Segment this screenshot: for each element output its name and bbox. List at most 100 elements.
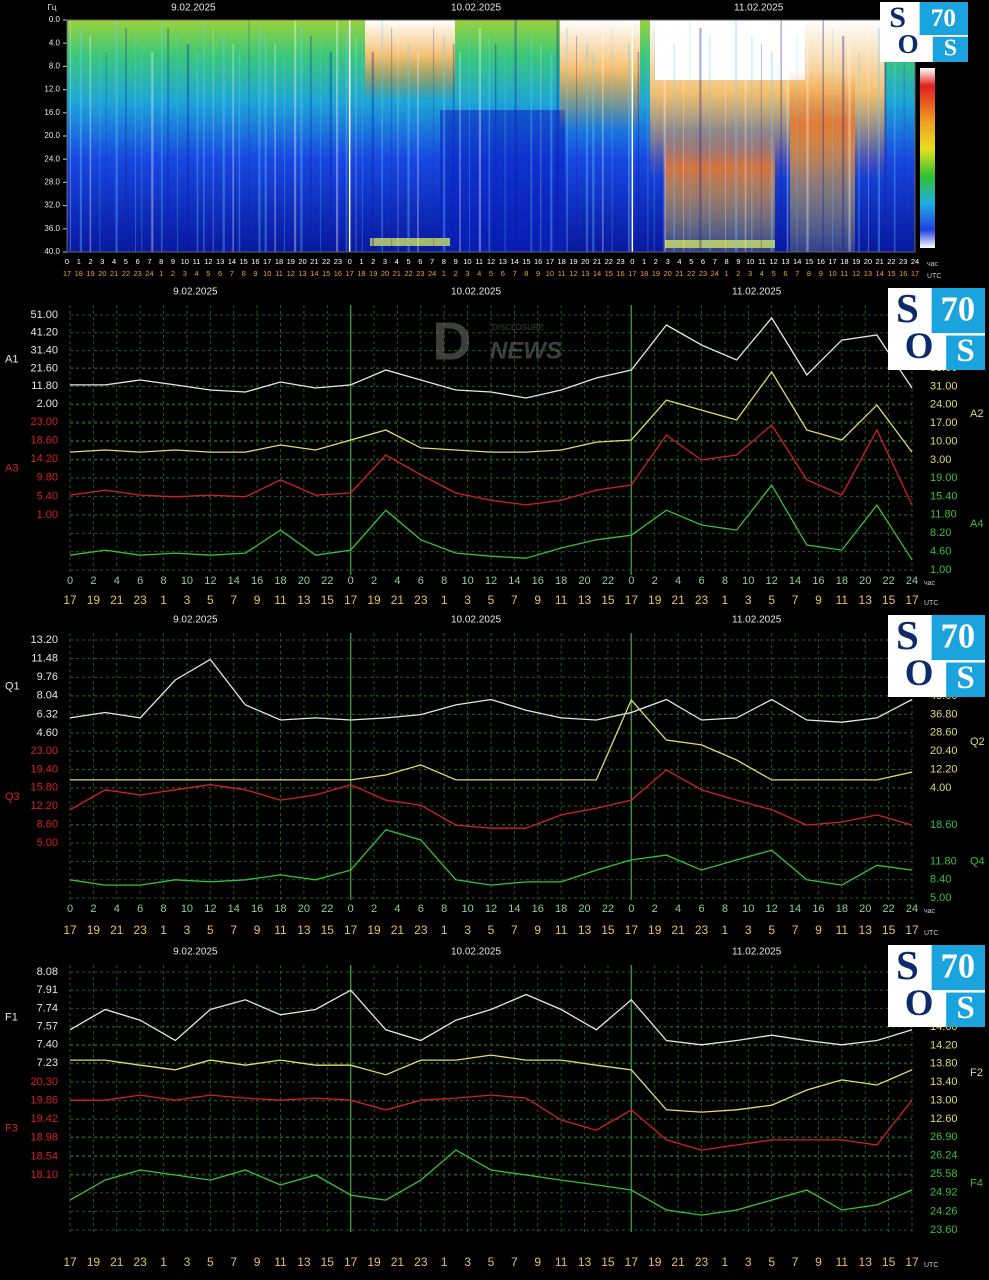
- x-tick-label: 5: [488, 923, 495, 937]
- x-tick-label: 18: [836, 903, 848, 915]
- x-tick-label: 23: [414, 1255, 428, 1269]
- x-tick-label: 13: [859, 923, 873, 937]
- date-label: 9.02.2025: [173, 947, 218, 958]
- x-tick-label: 18: [357, 269, 365, 278]
- x-tick-label: 2: [652, 903, 658, 915]
- x-tick-label: 11: [555, 1255, 568, 1269]
- x-tick-label: 10: [263, 269, 271, 278]
- spectrogram-streak: [893, 44, 896, 252]
- x-tick-label: 8: [160, 575, 166, 587]
- x-tick-label: 19: [287, 257, 295, 266]
- x-tick-label: 2: [88, 257, 92, 266]
- logo-letter: 70: [941, 948, 975, 986]
- spectrogram-streak: [336, 20, 339, 252]
- x-tick-label: 20: [578, 903, 590, 915]
- y-tick-label: 24.92: [930, 1187, 958, 1199]
- y-tick-label: 5.40: [37, 490, 58, 502]
- x-tick-label: 21: [110, 1255, 124, 1269]
- y-tick-label: 4.00: [930, 782, 951, 794]
- x-tick-label: 1: [159, 269, 163, 278]
- x-tick-label: 12: [485, 903, 497, 915]
- x-tick-label: 2: [171, 269, 175, 278]
- x-tick-label: 24: [428, 269, 436, 278]
- x-tick-label: 7: [792, 593, 799, 607]
- x-tick-label: 3: [184, 923, 191, 937]
- spectrogram-streak: [355, 36, 357, 252]
- x-tick-label: 11: [274, 593, 287, 607]
- x-tick-label: 9: [534, 1255, 541, 1269]
- logo: S 70O S: [888, 942, 985, 1027]
- spectrogram-streak: [397, 36, 399, 252]
- spectrogram-streak: [284, 52, 285, 252]
- x-tick-label: 0: [630, 257, 634, 266]
- x-tick-label: 10: [746, 257, 754, 266]
- axis-unit: UTC: [924, 930, 938, 937]
- date-label: 10.02.2025: [451, 615, 501, 626]
- date-label: 9.02.2025: [173, 615, 218, 626]
- spectrogram-patch: [440, 110, 565, 252]
- x-tick-label: 6: [783, 269, 787, 278]
- x-tick-label: 7: [511, 923, 518, 937]
- x-tick-label: 20: [581, 257, 589, 266]
- spectrogram-streak: [151, 52, 154, 252]
- y-tick-label: 12.0: [44, 85, 60, 94]
- x-tick-label: 19: [367, 1255, 381, 1269]
- x-tick-label: 13: [781, 257, 789, 266]
- spectrogram-streak: [744, 28, 747, 252]
- series-name: Q2: [970, 736, 985, 748]
- logo-box: [946, 662, 985, 697]
- y-tick-label: 23.00: [30, 745, 58, 757]
- x-tick-label: 15: [887, 269, 895, 278]
- x-tick-label: 19: [852, 257, 860, 266]
- watermark-mark: D: [433, 311, 472, 371]
- y-tick-label: 28.0: [44, 178, 60, 187]
- x-tick-label: 23: [133, 269, 141, 278]
- spectrogram-streak: [884, 36, 887, 252]
- x-tick-label: 13: [297, 923, 311, 937]
- spectrogram-streak: [770, 52, 773, 252]
- x-tick-label: 0: [628, 575, 634, 587]
- x-tick-label: 15: [321, 1255, 335, 1269]
- x-tick-label: 4: [112, 257, 116, 266]
- x-tick-label: 9: [454, 257, 458, 266]
- x-tick-label: 18: [275, 257, 283, 266]
- x-tick-label: 24: [906, 903, 918, 915]
- logo-letter: O: [905, 652, 934, 693]
- y-tick-label: 8.40: [930, 874, 951, 886]
- x-tick-label: 5: [768, 593, 775, 607]
- x-tick-label: 6: [137, 903, 143, 915]
- x-tick-label: 20: [98, 269, 106, 278]
- y-tick-label: 51.00: [30, 309, 58, 321]
- x-tick-label: 13: [578, 1255, 592, 1269]
- x-tick-label: 12: [852, 269, 860, 278]
- spectrogram-streak: [602, 20, 604, 252]
- x-tick-label: 11: [274, 1255, 287, 1269]
- x-tick-label: 16: [532, 903, 544, 915]
- x-tick-label: 1: [724, 269, 728, 278]
- x-tick-label: 0: [348, 575, 354, 587]
- spectrogram-streak: [556, 20, 559, 252]
- y-tick-label: 9.80: [37, 472, 58, 484]
- spectrogram-streak: [550, 52, 553, 252]
- y-tick-label: 13.20: [30, 634, 58, 646]
- spectrogram-patch: [370, 238, 450, 246]
- x-tick-label: 9: [736, 257, 740, 266]
- x-tick-label: 22: [321, 575, 333, 587]
- x-tick-label: 2: [654, 257, 658, 266]
- x-tick-label: 3: [464, 1255, 471, 1269]
- date-label: 11.02.2025: [732, 947, 782, 958]
- y-tick-label: 0.0: [49, 15, 61, 24]
- x-tick-label: 17: [63, 593, 77, 607]
- y-tick-label: 7.74: [37, 1002, 58, 1014]
- x-tick-label: 19: [569, 257, 577, 266]
- spectrogram-streak: [203, 20, 205, 252]
- x-tick-label: 17: [344, 1255, 358, 1269]
- x-tick-label: 17: [63, 1255, 77, 1269]
- y-tick-label: 13.80: [930, 1058, 958, 1070]
- x-tick-label: 8: [441, 903, 447, 915]
- x-tick-label: 4: [114, 903, 120, 915]
- y-tick-label: 5.00: [930, 892, 951, 904]
- series-line: [69, 769, 913, 829]
- x-tick-label: 19: [652, 269, 660, 278]
